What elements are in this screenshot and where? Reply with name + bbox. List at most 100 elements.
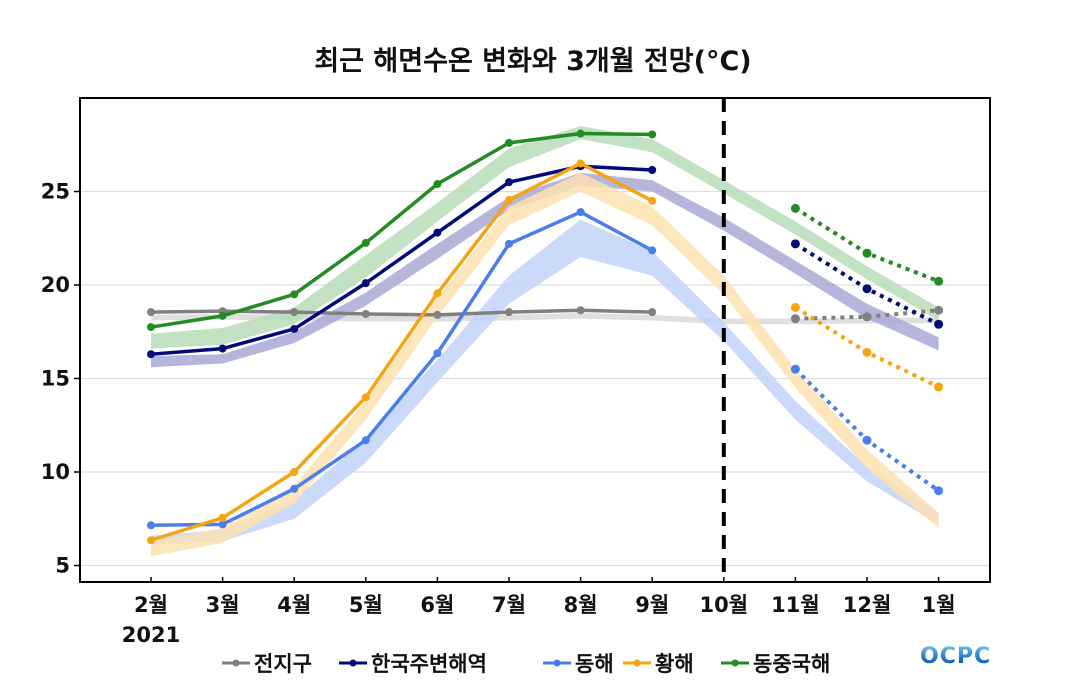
observed-point xyxy=(218,513,227,522)
observed-point xyxy=(505,195,513,204)
x-tick-label: 10월 xyxy=(700,593,749,617)
uncertainty-bands xyxy=(151,126,939,557)
observed-point xyxy=(576,306,585,315)
forecast-point xyxy=(934,486,944,496)
observed-point xyxy=(290,484,299,493)
chart-title: 최근 해면수온 변화와 3개월 전망(°C) xyxy=(314,46,751,77)
observed-point xyxy=(361,309,370,318)
x-tick-label: 12월 xyxy=(843,593,892,617)
ocpc-logo: OCPC xyxy=(920,644,992,669)
x-tick-label: 7월 xyxy=(492,593,526,617)
forecast-point xyxy=(934,319,944,329)
forecast-point xyxy=(862,347,872,357)
y-tick-label: 25 xyxy=(41,180,70,204)
observed-point xyxy=(361,279,370,288)
band-0 xyxy=(151,313,939,325)
observed-point xyxy=(648,130,657,139)
forecast-point xyxy=(862,284,872,294)
observed-point xyxy=(505,239,513,248)
observed-point xyxy=(576,129,585,138)
legend-label: 동해 xyxy=(575,652,614,676)
forecast-point xyxy=(790,203,800,213)
y-tick-label: 10 xyxy=(41,460,70,484)
observed-point xyxy=(218,311,227,320)
legend-label: 전지구 xyxy=(254,652,312,676)
forecast-point xyxy=(934,276,944,286)
legend-label: 한국주변해역 xyxy=(371,652,487,676)
series-lines xyxy=(147,129,944,545)
forecast-point xyxy=(790,239,800,249)
x-tick-label: 1월 xyxy=(922,593,956,617)
band-2 xyxy=(151,219,939,545)
x-tick-label: 11월 xyxy=(771,593,820,617)
legend-swatch-dot xyxy=(731,659,739,667)
observed-point xyxy=(361,238,370,247)
band-4 xyxy=(151,126,939,349)
observed-point xyxy=(433,349,442,358)
legend-swatch-dot xyxy=(349,659,357,667)
legend-item: 동중국해 xyxy=(721,652,830,676)
observed-line-3 xyxy=(150,161,654,542)
legend-item: 한국주변해역 xyxy=(339,652,487,676)
x-tick-label: 5월 xyxy=(349,593,383,617)
plot-frame xyxy=(79,97,991,583)
x-tick-label: 8월 xyxy=(564,593,598,617)
year-label: 2021 xyxy=(122,623,180,647)
observed-point xyxy=(290,290,299,299)
x-tick-label: 3월 xyxy=(206,593,240,617)
forecast-point xyxy=(862,312,872,322)
legend-label: 황해 xyxy=(655,652,694,676)
observed-point xyxy=(648,165,657,174)
observed-point xyxy=(147,350,155,359)
legend-swatch-dot xyxy=(553,659,561,667)
forecast-point xyxy=(934,305,944,315)
y-axis-ticks: 5 10 15 20 25 xyxy=(41,180,80,578)
y-tick-label: 5 xyxy=(55,554,70,578)
legend: 전지구 한국주변해역 동해 황해 동중국해 xyxy=(222,652,830,676)
observed-point xyxy=(433,228,442,237)
legend-item: 전지구 xyxy=(222,652,312,676)
observed-point xyxy=(218,344,227,353)
legend-item: 동해 xyxy=(543,652,614,676)
x-axis-ticks: 2월 3월 4월 5월 6월 7월 8월 9월 10월 11월 12월 1월 xyxy=(134,577,956,617)
observed-point xyxy=(290,324,299,333)
forecast-point xyxy=(862,435,872,445)
observed-point xyxy=(361,436,370,445)
observed-point xyxy=(505,308,513,317)
y-tick-label: 20 xyxy=(41,273,70,297)
x-tick-label: 2월 xyxy=(134,593,168,617)
observed-line-2 xyxy=(150,210,654,528)
forecast-point xyxy=(790,364,800,374)
observed-point xyxy=(147,521,155,530)
legend-label: 동중국해 xyxy=(753,652,830,676)
legend-item: 황해 xyxy=(623,652,694,676)
observed-point xyxy=(433,289,442,298)
forecast-point xyxy=(790,302,800,312)
observed-point xyxy=(147,308,155,317)
observed-point xyxy=(648,308,657,317)
observed-point xyxy=(290,308,299,317)
observed-point xyxy=(576,159,585,168)
observed-point xyxy=(433,310,442,319)
observed-point xyxy=(505,138,513,147)
legend-swatch-dot xyxy=(232,659,240,667)
observed-point xyxy=(433,180,442,189)
gridlines xyxy=(80,190,990,567)
x-tick-label: 4월 xyxy=(277,593,311,617)
forecast-point xyxy=(934,382,944,392)
observed-point xyxy=(290,468,299,476)
x-tick-label: 9월 xyxy=(635,593,669,617)
observed-point xyxy=(648,246,657,255)
observed-point xyxy=(147,536,155,545)
forecast-point xyxy=(862,248,872,258)
x-tick-label: 6월 xyxy=(420,593,454,617)
y-tick-label: 15 xyxy=(41,367,70,391)
observed-line-1 xyxy=(150,164,653,356)
legend-swatch-dot xyxy=(633,659,641,667)
forecast-point xyxy=(790,314,800,324)
observed-point xyxy=(218,520,227,529)
observed-point xyxy=(648,196,657,205)
observed-point xyxy=(147,323,155,332)
observed-point xyxy=(576,208,585,217)
